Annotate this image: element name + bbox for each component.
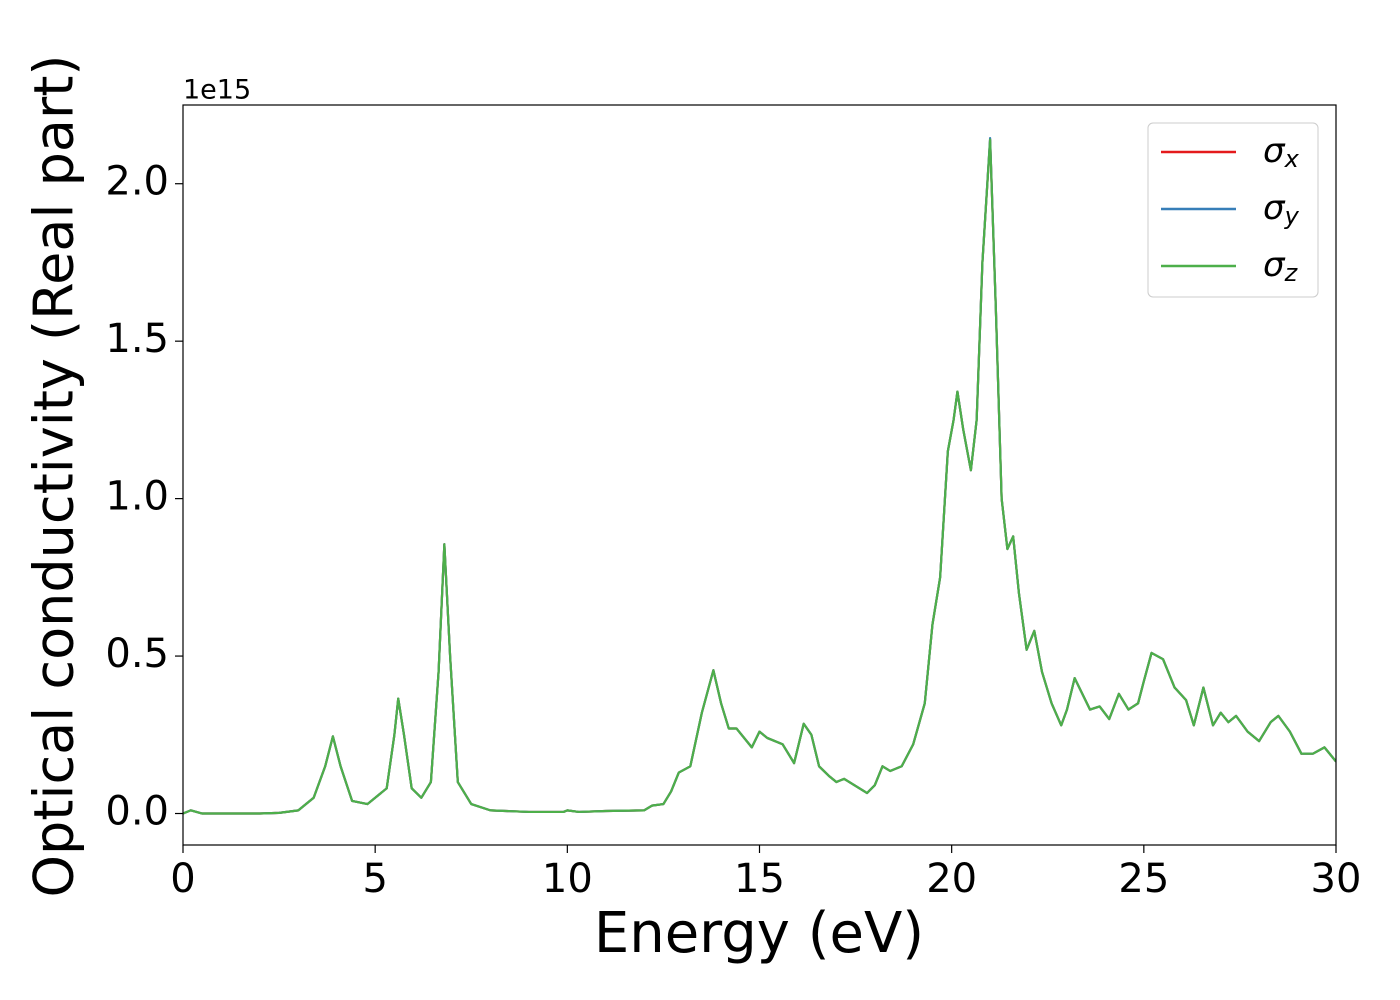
x-tick-label: 30	[1311, 856, 1362, 902]
x-tick-label: 0	[170, 856, 195, 902]
x-tick-label: 25	[1118, 856, 1169, 902]
y-tick-label: 1.0	[105, 474, 169, 520]
legend-label: σx	[1263, 131, 1300, 174]
y-tick-label: 0.5	[105, 631, 169, 677]
y-offset-text: 1e15	[183, 75, 251, 106]
legend-label: σy	[1263, 188, 1300, 231]
x-tick-label: 15	[734, 856, 785, 902]
plot-frame	[182, 104, 1337, 846]
y-axis-label: Optical conductivity (Real part)	[23, 55, 86, 898]
series-line	[183, 138, 1336, 815]
legend-label: σz	[1263, 245, 1299, 288]
x-tick-label: 5	[362, 856, 387, 902]
x-tick-label: 10	[542, 856, 593, 902]
y-tick-label: 1.5	[105, 316, 169, 362]
x-tick-label: 20	[926, 856, 977, 902]
y-tick-label: 2.0	[105, 159, 169, 205]
y-tick-label: 0.0	[105, 789, 169, 835]
x-axis-label: Energy (eV)	[594, 901, 924, 966]
